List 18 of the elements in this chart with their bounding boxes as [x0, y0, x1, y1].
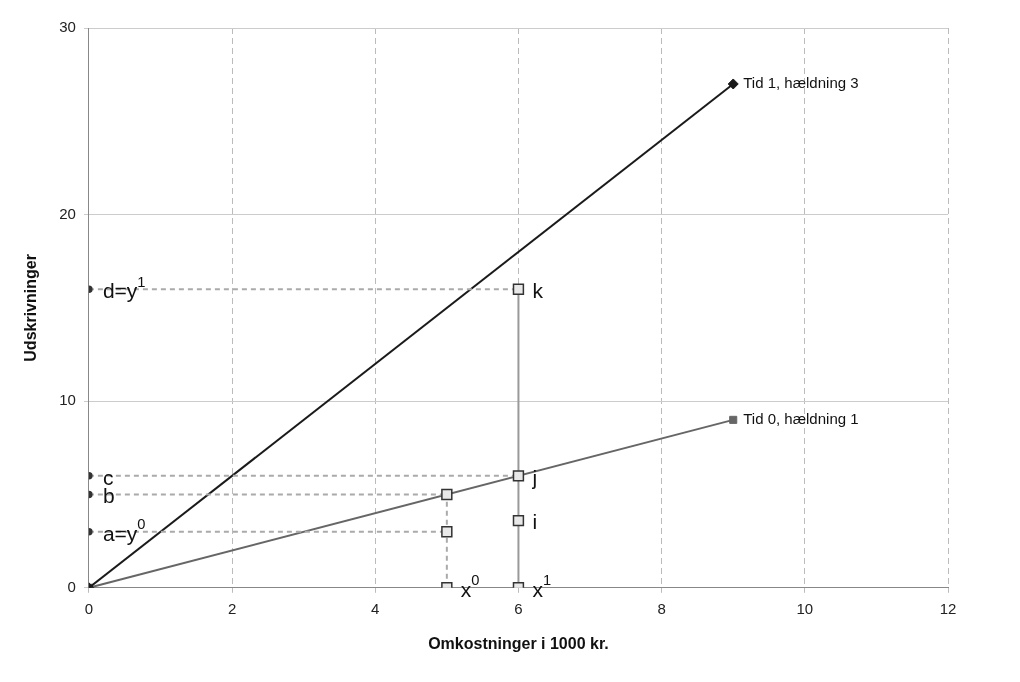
series-label: Tid 1, hældning 3	[743, 74, 859, 92]
y-axis-title: Udskrivninger	[22, 254, 40, 362]
x-tick-label: 2	[227, 599, 237, 617]
y-tick-label: 20	[59, 204, 76, 222]
series-label: Tid 0, hældning 1	[743, 410, 859, 427]
x-tick-label: 6	[514, 599, 523, 617]
y-tick-label: 10	[59, 391, 76, 409]
x-tick-label: 12	[939, 599, 957, 617]
x-tick-label: 4	[371, 599, 380, 617]
annotation: i	[532, 510, 538, 534]
x-tick-label: 8	[657, 599, 666, 617]
x-tick-label: 0	[84, 599, 94, 617]
annotation: k	[532, 279, 544, 303]
x-tick-label: 10	[796, 599, 814, 617]
annotation: j	[531, 465, 538, 489]
x-axis-title: Omkostninger i 1000 kr.	[428, 634, 609, 652]
y-tick-label: 30	[59, 18, 76, 36]
y-tick-label: 0	[67, 577, 76, 595]
